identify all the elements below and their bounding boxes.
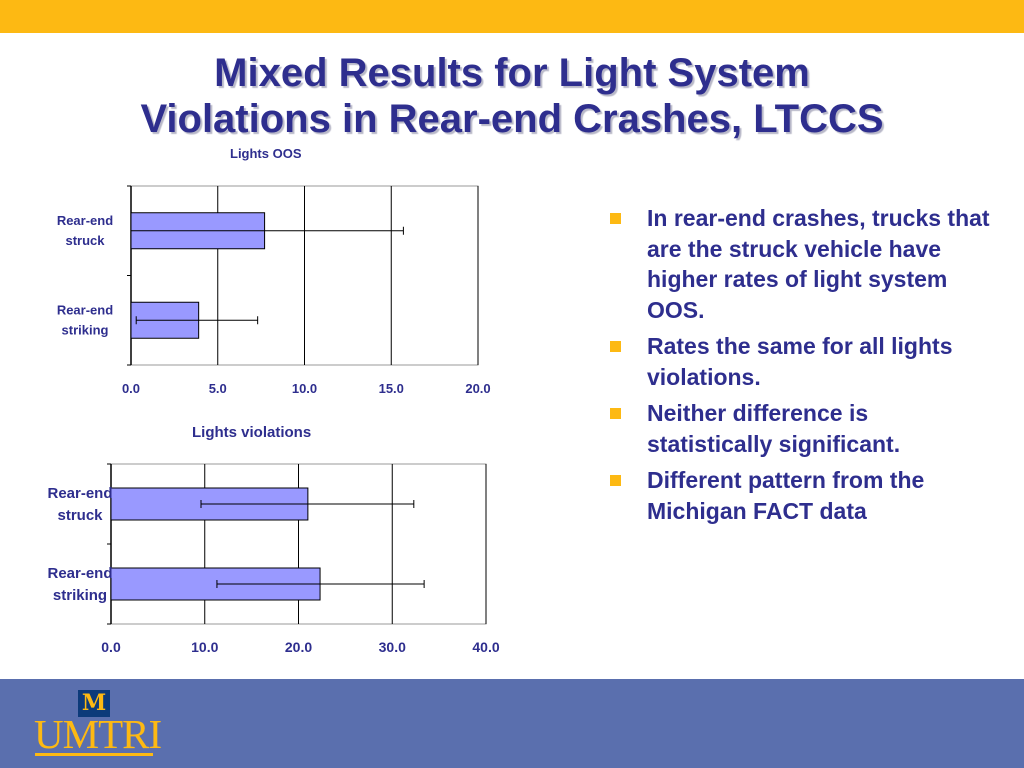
- category-label: striking: [53, 587, 107, 604]
- bullet-square-icon: [610, 213, 621, 224]
- bullet-text: Neither difference is statistically sign…: [647, 400, 901, 457]
- x-tick-label: 0.0: [122, 381, 140, 396]
- bullet-item: Different pattern from the Michigan FACT…: [608, 465, 998, 526]
- chart1-title: Lights OOS: [230, 146, 302, 161]
- bullet-text: Different pattern from the Michigan FACT…: [647, 467, 925, 524]
- x-tick-label: 20.0: [465, 381, 490, 396]
- bullet-item: Rates the same for all lights violations…: [608, 331, 998, 392]
- block-m-logo: M: [78, 690, 110, 717]
- category-label: struck: [65, 233, 105, 248]
- bullet-text: In rear-end crashes, trucks that are the…: [647, 205, 990, 323]
- slide-title: Mixed Results for Light System Violation…: [0, 50, 1024, 142]
- x-tick-label: 5.0: [209, 381, 227, 396]
- bullet-item: Neither difference is statistically sign…: [608, 398, 998, 459]
- footer-bar: [0, 679, 1024, 768]
- umtri-logo-text: UMTRI: [34, 711, 162, 757]
- x-tick-label: 20.0: [285, 639, 312, 655]
- title-line-1: Mixed Results for Light System: [214, 51, 810, 95]
- x-tick-label: 0.0: [101, 639, 121, 655]
- category-label: Rear-end: [57, 213, 113, 228]
- logo-underline: [35, 753, 153, 756]
- x-tick-label: 30.0: [379, 639, 406, 655]
- title-line-2: Violations in Rear-end Crashes, LTCCS: [140, 97, 884, 141]
- x-tick-label: 40.0: [472, 639, 499, 655]
- top-accent-bar: [0, 0, 1024, 33]
- category-label: Rear-end: [57, 302, 113, 317]
- x-tick-label: 10.0: [191, 639, 218, 655]
- category-label: struck: [57, 507, 103, 524]
- bullet-square-icon: [610, 475, 621, 486]
- chart2-title: Lights violations: [192, 424, 312, 441]
- category-label: Rear-end: [47, 485, 112, 502]
- category-label: striking: [62, 322, 109, 337]
- bullet-text: Rates the same for all lights violations…: [647, 333, 953, 390]
- bullet-square-icon: [610, 408, 621, 419]
- x-tick-label: 15.0: [379, 381, 404, 396]
- bullet-square-icon: [610, 341, 621, 352]
- bullet-list: In rear-end crashes, trucks that are the…: [608, 203, 998, 532]
- x-tick-label: 10.0: [292, 381, 317, 396]
- bullet-item: In rear-end crashes, trucks that are the…: [608, 203, 998, 325]
- category-label: Rear-end: [47, 565, 112, 582]
